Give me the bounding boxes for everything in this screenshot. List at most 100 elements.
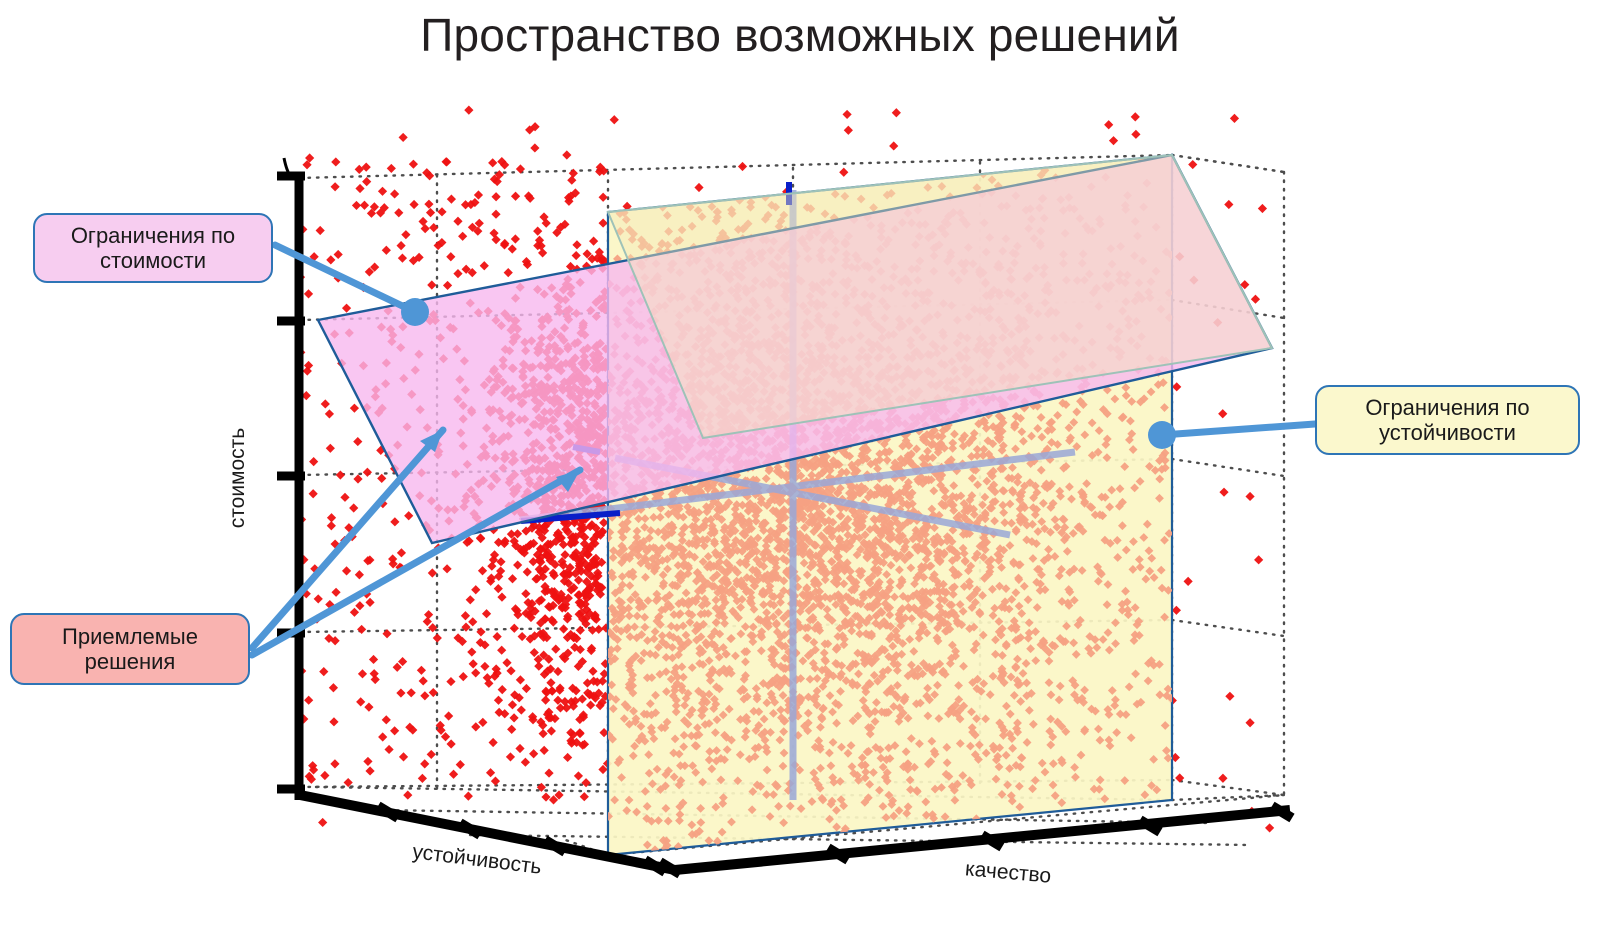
scatter-point: [959, 582, 969, 591]
scatter-point: [632, 526, 642, 536]
scatter-point: [824, 748, 834, 758]
scatter-point: [703, 579, 713, 589]
scatter-point: [967, 707, 976, 717]
scatter-point: [488, 158, 498, 168]
scatter-point: [1001, 641, 1011, 651]
scatter-point: [711, 216, 721, 226]
scatter-point: [364, 702, 374, 712]
scatter-point: [1245, 718, 1255, 728]
scatter-point: [1152, 785, 1162, 795]
scatter-point: [759, 600, 769, 610]
scatter-point: [907, 614, 917, 623]
scatter-point: [833, 488, 843, 498]
scatter-point: [405, 722, 415, 732]
scatter-point: [879, 439, 889, 449]
scatter-point: [581, 778, 591, 788]
scatter-point: [428, 687, 438, 698]
scatter-point: [1076, 750, 1086, 760]
scatter-point: [669, 748, 679, 758]
scatter-point: [718, 793, 728, 802]
scatter-point: [320, 399, 330, 409]
scatter-point: [1046, 714, 1056, 724]
scatter-point: [761, 541, 771, 551]
scatter-point: [556, 589, 566, 599]
scatter-point: [748, 631, 758, 641]
scatter-point: [304, 695, 314, 705]
scatter-point: [912, 444, 921, 454]
scatter-point: [684, 507, 694, 517]
scatter-point: [848, 716, 858, 726]
scatter-point: [1094, 784, 1104, 794]
scatter-point: [608, 527, 615, 537]
scatter-point: [865, 525, 875, 534]
scatter-point: [1018, 668, 1028, 678]
scatter-point: [351, 200, 362, 211]
scatter-point: [692, 635, 701, 645]
scatter-point: [538, 720, 548, 730]
scatter-point: [998, 731, 1008, 740]
scatter-point: [460, 611, 471, 621]
scatter-point: [988, 584, 997, 594]
scatter-point: [418, 676, 428, 686]
scatter-point: [370, 262, 380, 272]
scatter-point: [424, 610, 434, 620]
scatter-point: [534, 527, 544, 537]
scatter-point: [1110, 701, 1120, 710]
scatter-point: [1130, 112, 1140, 122]
scatter-point: [514, 693, 524, 703]
scatter-point: [398, 132, 408, 143]
scatter-point: [560, 697, 570, 707]
scatter-point: [1048, 759, 1058, 769]
scatter-point: [947, 703, 957, 713]
scatter-point: [969, 622, 979, 632]
scatter-point: [1134, 630, 1144, 640]
scatter-point: [621, 215, 631, 225]
scatter-point: [515, 743, 525, 754]
scatter-point: [647, 673, 657, 683]
scatter-point: [644, 243, 654, 252]
scatter-point: [718, 643, 728, 652]
scatter-point: [571, 250, 581, 261]
scatter-point: [1037, 432, 1047, 442]
scatter-point: [710, 694, 719, 704]
scatter-point: [331, 587, 341, 597]
scatter-point: [966, 741, 975, 751]
scatter-point: [579, 739, 590, 749]
scatter-point: [706, 515, 716, 524]
scatter-point: [1111, 639, 1120, 649]
scatter-point: [839, 579, 849, 589]
scatter-point: [579, 539, 590, 549]
scatter-point: [1121, 710, 1131, 720]
scatter-point: [907, 499, 917, 509]
scatter-point: [711, 603, 721, 613]
scatter-point: [577, 656, 588, 667]
scatter-point: [834, 523, 844, 533]
scatter-point: [365, 597, 375, 607]
scatter-point: [948, 438, 958, 448]
scatter-point: [921, 797, 931, 807]
scatter-point: [774, 607, 783, 617]
scatter-point: [1115, 709, 1125, 719]
scatter-point: [878, 762, 888, 772]
scatter-point: [716, 775, 726, 785]
scatter-point: [704, 836, 714, 846]
scatter-point: [1019, 581, 1029, 591]
scatter-point: [638, 601, 648, 611]
scatter-point: [549, 570, 559, 581]
scatter-point: [1127, 429, 1137, 439]
scatter-point: [935, 602, 944, 611]
scatter-point: [558, 593, 568, 603]
scatter-point: [530, 631, 540, 641]
scatter-point: [805, 536, 814, 546]
scatter-point: [525, 193, 535, 203]
scatter-point: [1118, 412, 1128, 422]
scatter-point: [990, 497, 1000, 506]
scatter-point: [709, 704, 719, 714]
scatter-point: [969, 510, 979, 519]
scatter-point: [1254, 555, 1264, 565]
scatter-point: [712, 715, 722, 725]
scatter-point: [326, 521, 336, 531]
scatter-point: [375, 208, 386, 218]
scatter-point: [580, 532, 590, 542]
